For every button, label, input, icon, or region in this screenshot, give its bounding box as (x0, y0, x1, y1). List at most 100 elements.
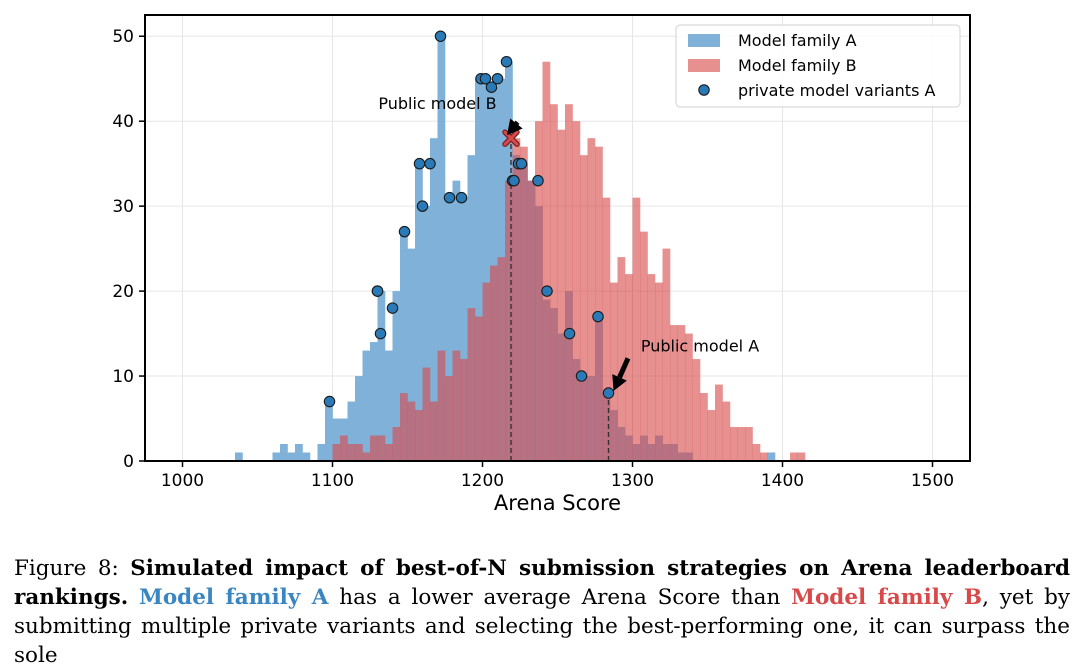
x-tick-label: 1100 (311, 471, 354, 491)
family-b-bar (340, 435, 348, 461)
private-variant-points (323, 30, 615, 408)
family-a-bar (407, 248, 416, 461)
family-b-bar (377, 435, 386, 461)
family-b-bar (392, 427, 401, 461)
family-b-bar (655, 282, 663, 461)
family-b-bar (700, 393, 708, 461)
family-b-bar (737, 427, 746, 461)
family-b-bar (692, 359, 701, 461)
family-b-bar (527, 180, 536, 461)
family-a-bar (377, 291, 386, 461)
private-variant-point (575, 370, 588, 382)
private-variant-point (398, 225, 411, 238)
private-variant-point (485, 81, 498, 93)
x-tick-label: 1500 (911, 471, 954, 491)
family-b-bar (430, 401, 438, 461)
family-b-bar (542, 61, 551, 461)
family-b-bar (347, 444, 356, 461)
family-b-bar (625, 274, 633, 461)
caption-title: Simulated impact of best-of-N submission… (14, 556, 1070, 610)
arrow-head (507, 118, 523, 136)
family-b-bar (617, 257, 626, 461)
y-tick-label: 10 (112, 367, 134, 387)
private-variant-point (416, 200, 429, 212)
private-variant-point (386, 302, 399, 314)
family-b-bar (482, 282, 491, 461)
family-a-bar (347, 401, 356, 461)
caption-text-1: has a lower average Arena Score than (339, 585, 781, 610)
family-b-bar (640, 231, 648, 461)
arrow-shaft (617, 357, 631, 379)
family-b-bar (685, 333, 693, 461)
family-b-bar (797, 452, 806, 461)
family-a-bar (482, 78, 491, 461)
private-variant-point (563, 327, 576, 340)
family-a-bar (332, 418, 341, 461)
family-b-label: Model family B (791, 585, 983, 610)
private-variant-point (602, 387, 615, 399)
family-a-bar (415, 163, 423, 461)
family-b-bar (512, 138, 521, 461)
family-b-bar (400, 393, 408, 461)
private-variant-point (434, 30, 447, 42)
axes: 1000 1100 1200 1300 1400 1500 0 10 20 30 40 50 Arena… (112, 14, 971, 515)
family-b-bar (460, 359, 468, 461)
family-b-bar (557, 129, 566, 461)
x-tick-label: 1000 (161, 471, 204, 491)
family-b-bar (497, 257, 506, 461)
family-a-bar (445, 197, 453, 461)
family-a-bar (400, 231, 408, 461)
family-a-bar (437, 36, 446, 461)
family-b-bars (332, 61, 806, 461)
family-b-bar (565, 104, 573, 461)
legend-family-a-label: Model family A (738, 31, 857, 50)
public-model-a-label: Public model A (641, 336, 759, 355)
family-a-bar (467, 155, 476, 461)
y-tick-label: 50 (112, 27, 134, 47)
private-variant-point (424, 157, 436, 170)
family-a-bar (235, 452, 243, 461)
family-a-bar (302, 452, 311, 461)
family-b-bar (520, 146, 528, 461)
public-model-b-marker (502, 129, 520, 147)
legend-private-variants-swatch (698, 84, 710, 96)
x-axis-title: Arena Score (494, 491, 621, 515)
family-b-bar (602, 197, 611, 461)
family-a-bar (385, 350, 393, 461)
family-b-bar (715, 384, 723, 461)
family-b-bar (362, 452, 371, 461)
family-b-bar (745, 427, 753, 461)
family-b-bar (370, 435, 378, 461)
private-variant-point (323, 395, 336, 408)
family-a-bar (272, 452, 281, 461)
legend-family-b-label: Model family B (738, 56, 857, 75)
family-a-bar (422, 206, 431, 461)
family-b-bar (677, 325, 686, 461)
figure-caption: Figure 8: Simulated impact of best-of-N … (14, 554, 1070, 670)
plot-frame (144, 14, 971, 462)
family-a-bar (452, 180, 461, 461)
x-tick-label: 1200 (461, 471, 504, 491)
private-variant-point (479, 72, 492, 85)
family-a-bar (767, 452, 776, 461)
family-a-bar (280, 444, 288, 461)
private-variant-point (443, 191, 456, 204)
family-b-bar (790, 452, 798, 461)
family-a-bar (370, 342, 378, 461)
family-b-bar (407, 401, 416, 461)
private-variant-point (500, 55, 513, 68)
family-b-bar (422, 367, 431, 461)
family-a-bar (362, 350, 371, 461)
family-a-bar (295, 444, 303, 461)
family-a-bar (287, 452, 296, 461)
x-tick-label: 1400 (761, 471, 804, 491)
family-b-bar (670, 325, 678, 461)
family-a-bar (392, 291, 401, 461)
dashed-reference-lines (510, 138, 610, 461)
private-variant-point (371, 285, 384, 297)
private-variant-point (532, 174, 544, 187)
family-b-bar (535, 121, 543, 461)
family-a-bar (325, 401, 333, 461)
family-b-bar (355, 444, 363, 461)
family-b-bar (467, 308, 476, 461)
